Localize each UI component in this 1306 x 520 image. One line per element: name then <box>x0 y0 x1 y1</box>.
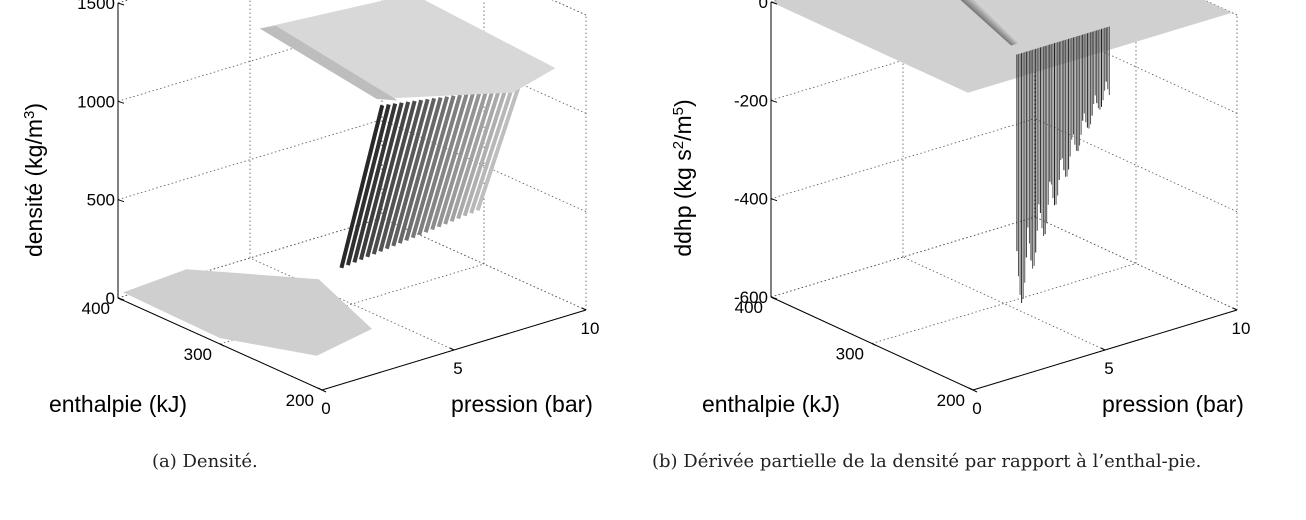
x-tick <box>1100 347 1106 351</box>
surface-cliff-band <box>339 104 385 269</box>
grid-line <box>381 119 587 213</box>
z-tick-label: -600 <box>734 288 768 307</box>
caption-ddhp: (b) Dérivée partielle de la densité par … <box>652 451 1202 472</box>
y-tick-label: 200 <box>937 391 965 410</box>
z-tick <box>770 1 778 5</box>
y-tick <box>871 343 877 346</box>
x-tick-label: 0 <box>972 399 981 418</box>
z-tick-label: -400 <box>734 190 768 209</box>
x-axis-label: pression (bar) <box>451 391 593 417</box>
z-tick-label: -200 <box>734 91 768 110</box>
surface-cliff-band <box>423 93 469 233</box>
surface-cliff-band <box>469 87 514 214</box>
x-tick <box>449 347 455 351</box>
surface-cliff-band <box>449 90 495 222</box>
surface-cliff-band <box>358 102 404 261</box>
grid-line <box>871 263 1137 344</box>
z-tick <box>770 99 778 103</box>
chart-ddhp: 0 5 10 200 300 400 -600 -400 -200 0 pression (bar)… <box>653 0 1306 430</box>
z-tick <box>117 100 125 104</box>
caption-densite: (a) Densité. <box>152 451 258 472</box>
surface-cliff-band <box>462 88 508 217</box>
y-tick-label: 200 <box>286 391 314 410</box>
surface-low-plateau <box>123 269 372 356</box>
z-tick <box>117 2 125 6</box>
z-tick <box>770 198 778 202</box>
x-tick-label: 10 <box>581 319 600 338</box>
surface-cliff-band <box>345 103 391 266</box>
z-tick-label: 1000 <box>77 92 115 111</box>
surface-cliff-band <box>391 97 437 247</box>
z-tick <box>117 297 125 301</box>
x-axis-label: pression (bar) <box>1102 391 1244 417</box>
surface-valley-band <box>974 0 1022 44</box>
z-axis-label: ddhp (kg s2/m5) <box>670 99 697 256</box>
x-tick <box>581 307 587 311</box>
surface-cliff-band <box>384 98 430 250</box>
surface-plateau <box>771 0 1232 93</box>
z-tick-label: 0 <box>759 0 768 12</box>
surface <box>771 0 1232 304</box>
surface <box>123 0 556 356</box>
y-tick-label: 400 <box>735 298 763 317</box>
y-axis-label: enthalpie (kJ) <box>49 391 187 417</box>
surface-cliff-band <box>475 86 521 211</box>
surface-cliff-band <box>430 92 475 231</box>
x-tick-label: 0 <box>321 399 330 418</box>
surface-cliff-band <box>410 95 456 239</box>
y-axis-label: enthalpie (kJ) <box>702 391 840 417</box>
z-tick-label: 500 <box>87 191 115 210</box>
surface-cliff-band <box>404 96 450 242</box>
x-tick <box>968 387 974 391</box>
y-tick-label: 400 <box>82 299 110 318</box>
surface-cliff-band <box>378 99 424 252</box>
surface-cliff-band <box>417 94 462 236</box>
y-tick <box>972 389 978 393</box>
y-tick-label: 300 <box>836 345 864 364</box>
z-tick-label: 0 <box>106 289 115 308</box>
surface-high-plateau <box>259 0 556 99</box>
grid-line <box>902 256 1106 351</box>
y-tick <box>321 389 327 393</box>
x-tick <box>1232 307 1238 311</box>
y-tick-label: 300 <box>184 345 212 364</box>
grid-line <box>1034 216 1238 311</box>
x-tick-label: 10 <box>1232 319 1251 338</box>
grid-line <box>249 257 455 351</box>
y-tick <box>219 343 225 347</box>
surface-cliff-band <box>352 103 398 263</box>
surface-cliff-band <box>397 96 443 244</box>
x-tick <box>317 387 323 391</box>
grid-line <box>770 118 1036 200</box>
surface-cliff-band <box>371 100 417 255</box>
x-tick-label: 5 <box>1104 359 1113 378</box>
surface-cliff-band <box>365 101 411 258</box>
chart-densite: 0 5 10 200 300 400 0 500 1000 1500 pression (bar) e… <box>0 0 653 430</box>
z-tick <box>770 296 778 300</box>
x-tick-label: 5 <box>453 359 462 378</box>
z-tick-label: 1500 <box>77 0 115 13</box>
grid-line <box>381 20 587 114</box>
surface-cliff-band <box>443 90 488 225</box>
surface-cliff-band <box>436 91 482 228</box>
surface-ridge <box>259 25 398 101</box>
grid-line <box>381 217 587 311</box>
surface-cliff-band <box>456 89 501 220</box>
grid-line <box>117 119 383 201</box>
chart-ddhp-svg: 0 5 10 200 300 400-600 -400 -200 0 pression (bar)… <box>670 0 1251 418</box>
z-tick <box>117 199 125 203</box>
z-axis-label: densité (kg/m3) <box>21 103 48 257</box>
